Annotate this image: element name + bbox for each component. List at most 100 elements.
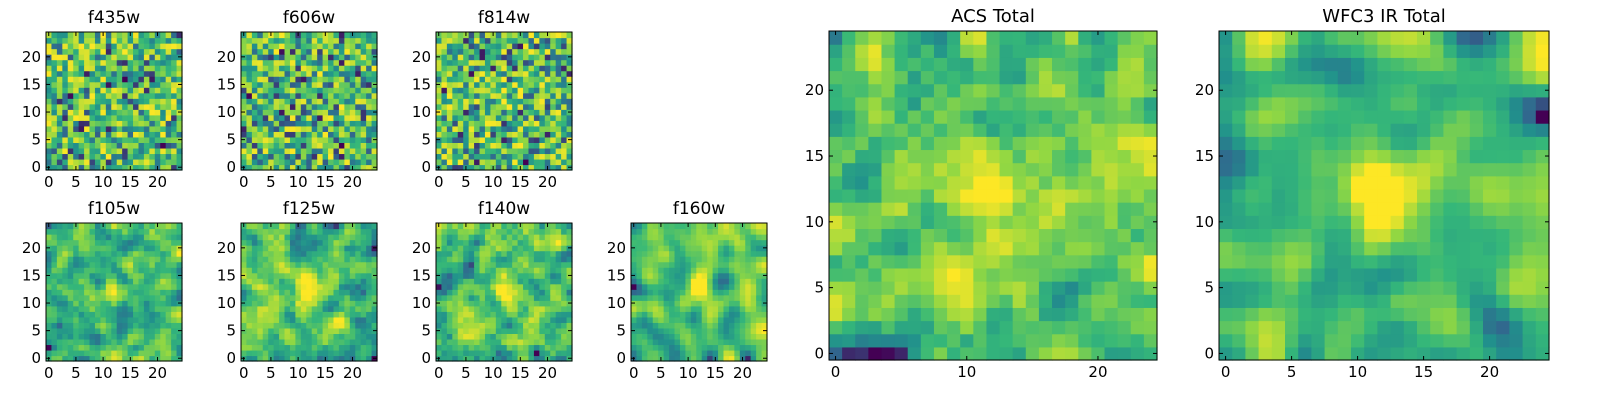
heatmap-cell (328, 256, 335, 263)
heatmap-cell (300, 70, 307, 77)
heatmap-cell (452, 70, 459, 77)
heatmap-cell (750, 300, 757, 307)
heatmap-cell (355, 250, 362, 257)
heatmap-cell (176, 65, 183, 72)
heatmap-cell (138, 109, 145, 116)
heatmap-cell (268, 261, 275, 268)
heatmap-cell (127, 153, 134, 160)
heatmap-cell (495, 43, 502, 50)
heatmap-cell (528, 349, 535, 357)
heatmap-cell (561, 43, 568, 50)
heatmap-cell (317, 37, 324, 44)
heatmap-cell (1104, 294, 1119, 308)
heatmap-cell (149, 59, 156, 66)
heatmap-cell (490, 294, 497, 301)
heatmap-cell (679, 289, 686, 296)
heatmap-cell (116, 164, 123, 171)
heatmap-cell (495, 338, 502, 346)
heatmap-cell (1038, 320, 1053, 335)
heatmap-cell (652, 349, 659, 357)
heatmap-cell (474, 98, 481, 105)
heatmap-cell (555, 239, 562, 246)
heatmap-cell (333, 98, 340, 105)
heatmap-cell (652, 294, 659, 301)
heatmap-cell (647, 261, 654, 268)
heatmap-cell (138, 349, 145, 357)
heatmap-cell (94, 267, 101, 274)
heatmap-cell (246, 92, 253, 99)
heatmap-cell (257, 322, 264, 329)
heatmap-cell (523, 245, 530, 252)
heatmap-cell (745, 223, 752, 230)
heatmap-cell (306, 109, 313, 116)
heatmap-cell (723, 261, 730, 268)
heatmap-cell (284, 109, 291, 116)
heatmap-cell (723, 349, 730, 357)
heatmap-cell (463, 245, 470, 252)
heatmap-cell (51, 256, 58, 263)
heatmap-cell (273, 355, 280, 362)
heatmap-cell (663, 289, 670, 296)
heatmap-cell (1025, 307, 1040, 322)
heatmap-cell (463, 131, 470, 138)
heatmap-cell (636, 322, 643, 329)
heatmap-cell (160, 147, 167, 155)
heatmap-cell (441, 131, 448, 138)
heatmap-cell (463, 316, 470, 323)
heatmap-cell (349, 70, 356, 77)
heatmap-cell (333, 43, 340, 50)
heatmap-cell (127, 37, 134, 44)
heatmap-cell (78, 344, 85, 351)
heatmap-cell (441, 300, 448, 307)
heatmap-cell (355, 98, 362, 105)
heatmap-cell (284, 37, 291, 44)
heatmap-cell (468, 283, 475, 290)
heatmap-cell (490, 125, 497, 132)
heatmap-cell (842, 294, 856, 308)
heatmap-cell (756, 344, 763, 351)
heatmap-cell (468, 305, 475, 312)
heatmap-cell (452, 87, 459, 94)
heatmap-cell (273, 311, 280, 318)
heatmap-cell (1065, 241, 1079, 256)
heatmap-cell (78, 37, 85, 44)
heatmap-cell (707, 234, 714, 241)
heatmap-cell (457, 98, 464, 105)
heatmap-cell (855, 254, 869, 269)
heatmap-cell (894, 346, 909, 361)
heatmap-cell (723, 300, 730, 307)
heatmap-cell (960, 228, 974, 243)
heatmap-cell (501, 305, 508, 312)
heatmap-cell (647, 338, 654, 346)
heatmap-cell (1104, 228, 1119, 243)
heatmap-cell (149, 114, 156, 121)
heatmap-cell (474, 311, 481, 318)
heatmap-cell (257, 234, 264, 241)
heatmap-cell (154, 283, 161, 290)
heatmap-cell (73, 349, 80, 357)
heatmap-cell (366, 300, 373, 307)
heatmap-cell (241, 158, 248, 166)
heatmap-cell (127, 98, 134, 105)
heatmap-cell (257, 267, 264, 274)
heatmap-cell (105, 305, 112, 312)
heatmap-cell (105, 250, 112, 257)
heatmap-cell (468, 59, 475, 66)
heatmap-cell (457, 256, 464, 263)
heatmap-cell (960, 188, 974, 203)
heatmap-cell (300, 32, 307, 39)
heatmap-cell (349, 256, 356, 263)
heatmap-cell (479, 81, 486, 88)
heatmap-cell (1104, 320, 1119, 335)
heatmap-cell (647, 267, 654, 274)
heatmap-cell (468, 261, 475, 268)
heatmap-cell (561, 65, 568, 72)
heatmap-cell (284, 344, 291, 351)
heatmap-cell (696, 355, 703, 362)
heatmap-cell (718, 349, 725, 357)
heatmap-cell (474, 234, 481, 241)
heatmap-cell (171, 267, 178, 274)
heatmap-cell (160, 322, 167, 329)
heatmap-cell (506, 48, 513, 55)
heatmap-cell (62, 256, 69, 263)
